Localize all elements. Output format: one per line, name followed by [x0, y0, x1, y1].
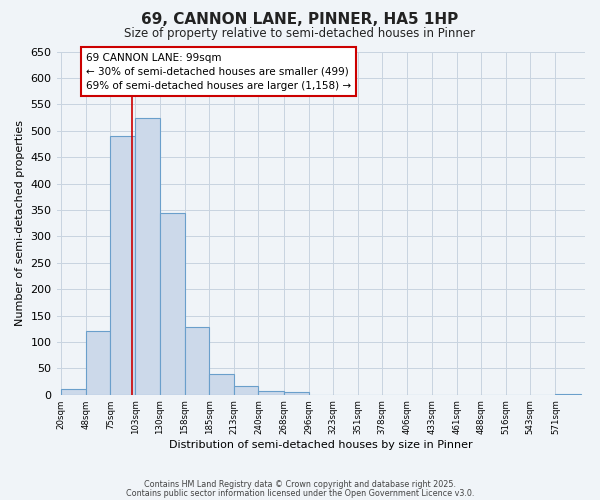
Bar: [185, 327, 209, 394]
Text: Contains public sector information licensed under the Open Government Licence v3: Contains public sector information licen…: [126, 488, 474, 498]
Bar: [160, 212, 185, 394]
X-axis label: Distribution of semi-detached houses by size in Pinner: Distribution of semi-detached houses by …: [169, 440, 473, 450]
Bar: [86, 332, 110, 394]
Bar: [284, 392, 308, 394]
Text: 69 CANNON LANE: 99sqm
← 30% of semi-detached houses are smaller (499)
69% of sem: 69 CANNON LANE: 99sqm ← 30% of semi-deta…: [86, 52, 351, 90]
Bar: [110, 136, 136, 394]
Text: Size of property relative to semi-detached houses in Pinner: Size of property relative to semi-detach…: [124, 28, 476, 40]
Text: 69, CANNON LANE, PINNER, HA5 1HP: 69, CANNON LANE, PINNER, HA5 1HP: [142, 12, 458, 28]
Bar: [234, 386, 259, 394]
Text: Contains HM Land Registry data © Crown copyright and database right 2025.: Contains HM Land Registry data © Crown c…: [144, 480, 456, 489]
Bar: [259, 391, 284, 394]
Bar: [136, 118, 160, 394]
Bar: [61, 390, 86, 394]
Y-axis label: Number of semi-detached properties: Number of semi-detached properties: [15, 120, 25, 326]
Bar: [209, 374, 234, 394]
